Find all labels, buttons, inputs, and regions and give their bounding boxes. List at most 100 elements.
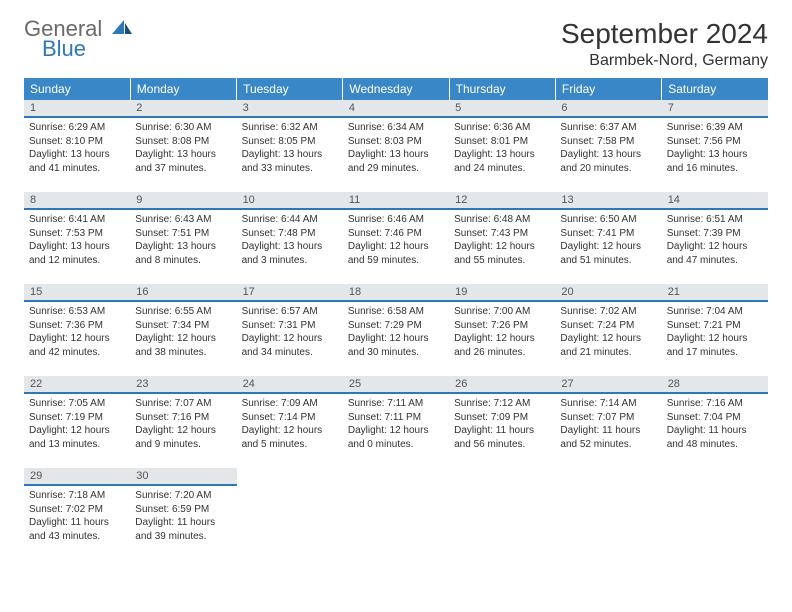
sunset-text: Sunset: 7:43 PM — [454, 227, 550, 241]
day-content: Sunrise: 6:58 AMSunset: 7:29 PMDaylight:… — [343, 302, 449, 361]
weekday-tuesday: Tuesday — [237, 78, 343, 100]
day-number: 22 — [24, 376, 130, 394]
daylight-text: Daylight: 12 hours and 51 minutes. — [560, 240, 656, 267]
sunset-text: Sunset: 7:24 PM — [560, 319, 656, 333]
sunrise-text: Sunrise: 7:04 AM — [667, 305, 763, 319]
location-label: Barmbek-Nord, Germany — [561, 52, 768, 70]
sunrise-text: Sunrise: 6:39 AM — [667, 121, 763, 135]
day-content: Sunrise: 6:29 AMSunset: 8:10 PMDaylight:… — [24, 118, 130, 177]
calendar-cell: 25Sunrise: 7:11 AMSunset: 7:11 PMDayligh… — [343, 376, 449, 468]
day-content: Sunrise: 7:14 AMSunset: 7:07 PMDaylight:… — [555, 394, 661, 453]
sunset-text: Sunset: 8:05 PM — [242, 135, 338, 149]
daylight-text: Daylight: 11 hours and 56 minutes. — [454, 424, 550, 451]
day-content: Sunrise: 6:57 AMSunset: 7:31 PMDaylight:… — [237, 302, 343, 361]
day-content: Sunrise: 6:41 AMSunset: 7:53 PMDaylight:… — [24, 210, 130, 269]
daylight-text: Daylight: 11 hours and 48 minutes. — [667, 424, 763, 451]
calendar-row: 1Sunrise: 6:29 AMSunset: 8:10 PMDaylight… — [24, 100, 768, 192]
sunset-text: Sunset: 8:08 PM — [135, 135, 231, 149]
daylight-text: Daylight: 12 hours and 21 minutes. — [560, 332, 656, 359]
sunrise-text: Sunrise: 6:57 AM — [242, 305, 338, 319]
weekday-sunday: Sunday — [24, 78, 130, 100]
daylight-text: Daylight: 11 hours and 39 minutes. — [135, 516, 231, 543]
day-number: 10 — [237, 192, 343, 210]
day-number: 23 — [130, 376, 236, 394]
day-number: 20 — [555, 284, 661, 302]
calendar-cell — [662, 468, 768, 560]
daylight-text: Daylight: 13 hours and 41 minutes. — [29, 148, 125, 175]
daylight-text: Daylight: 12 hours and 13 minutes. — [29, 424, 125, 451]
sunset-text: Sunset: 7:39 PM — [667, 227, 763, 241]
sunset-text: Sunset: 7:02 PM — [29, 503, 125, 517]
calendar-cell: 4Sunrise: 6:34 AMSunset: 8:03 PMDaylight… — [343, 100, 449, 192]
sunset-text: Sunset: 7:21 PM — [667, 319, 763, 333]
calendar-cell: 2Sunrise: 6:30 AMSunset: 8:08 PMDaylight… — [130, 100, 236, 192]
calendar-cell: 30Sunrise: 7:20 AMSunset: 6:59 PMDayligh… — [130, 468, 236, 560]
daylight-text: Daylight: 13 hours and 12 minutes. — [29, 240, 125, 267]
calendar-cell: 17Sunrise: 6:57 AMSunset: 7:31 PMDayligh… — [237, 284, 343, 376]
sunset-text: Sunset: 8:10 PM — [29, 135, 125, 149]
day-content: Sunrise: 7:18 AMSunset: 7:02 PMDaylight:… — [24, 486, 130, 545]
day-number: 24 — [237, 376, 343, 394]
sunrise-text: Sunrise: 6:29 AM — [29, 121, 125, 135]
day-number: 25 — [343, 376, 449, 394]
sunset-text: Sunset: 7:04 PM — [667, 411, 763, 425]
calendar-cell: 26Sunrise: 7:12 AMSunset: 7:09 PMDayligh… — [449, 376, 555, 468]
day-content: Sunrise: 6:53 AMSunset: 7:36 PMDaylight:… — [24, 302, 130, 361]
calendar-cell: 14Sunrise: 6:51 AMSunset: 7:39 PMDayligh… — [662, 192, 768, 284]
calendar-cell: 11Sunrise: 6:46 AMSunset: 7:46 PMDayligh… — [343, 192, 449, 284]
day-content: Sunrise: 6:32 AMSunset: 8:05 PMDaylight:… — [237, 118, 343, 177]
calendar-cell: 1Sunrise: 6:29 AMSunset: 8:10 PMDaylight… — [24, 100, 130, 192]
day-number: 13 — [555, 192, 661, 210]
day-number: 1 — [24, 100, 130, 118]
day-number: 5 — [449, 100, 555, 118]
sunset-text: Sunset: 7:31 PM — [242, 319, 338, 333]
sunset-text: Sunset: 7:16 PM — [135, 411, 231, 425]
sunset-text: Sunset: 7:36 PM — [29, 319, 125, 333]
logo: General Blue — [24, 18, 134, 60]
sunrise-text: Sunrise: 7:16 AM — [667, 397, 763, 411]
daylight-text: Daylight: 11 hours and 52 minutes. — [560, 424, 656, 451]
day-number: 9 — [130, 192, 236, 210]
sunset-text: Sunset: 7:41 PM — [560, 227, 656, 241]
day-number: 28 — [662, 376, 768, 394]
weekday-thursday: Thursday — [449, 78, 555, 100]
calendar-cell — [237, 468, 343, 560]
sunrise-text: Sunrise: 6:37 AM — [560, 121, 656, 135]
daylight-text: Daylight: 12 hours and 38 minutes. — [135, 332, 231, 359]
calendar-cell: 23Sunrise: 7:07 AMSunset: 7:16 PMDayligh… — [130, 376, 236, 468]
day-number: 30 — [130, 468, 236, 486]
day-content: Sunrise: 7:00 AMSunset: 7:26 PMDaylight:… — [449, 302, 555, 361]
day-content: Sunrise: 6:30 AMSunset: 8:08 PMDaylight:… — [130, 118, 236, 177]
day-number: 11 — [343, 192, 449, 210]
day-number: 12 — [449, 192, 555, 210]
calendar-cell: 24Sunrise: 7:09 AMSunset: 7:14 PMDayligh… — [237, 376, 343, 468]
sunset-text: Sunset: 7:58 PM — [560, 135, 656, 149]
calendar-cell: 12Sunrise: 6:48 AMSunset: 7:43 PMDayligh… — [449, 192, 555, 284]
weekday-saturday: Saturday — [662, 78, 768, 100]
sunrise-text: Sunrise: 6:51 AM — [667, 213, 763, 227]
day-number: 3 — [237, 100, 343, 118]
day-content: Sunrise: 6:55 AMSunset: 7:34 PMDaylight:… — [130, 302, 236, 361]
daylight-text: Daylight: 13 hours and 33 minutes. — [242, 148, 338, 175]
calendar-body: 1Sunrise: 6:29 AMSunset: 8:10 PMDaylight… — [24, 100, 768, 560]
page-header: General Blue September 2024 Barmbek-Nord… — [24, 18, 768, 70]
sunrise-text: Sunrise: 6:36 AM — [454, 121, 550, 135]
sunset-text: Sunset: 8:03 PM — [348, 135, 444, 149]
daylight-text: Daylight: 12 hours and 30 minutes. — [348, 332, 444, 359]
day-number: 7 — [662, 100, 768, 118]
day-content: Sunrise: 6:51 AMSunset: 7:39 PMDaylight:… — [662, 210, 768, 269]
sunrise-text: Sunrise: 6:34 AM — [348, 121, 444, 135]
calendar-cell: 9Sunrise: 6:43 AMSunset: 7:51 PMDaylight… — [130, 192, 236, 284]
day-number: 19 — [449, 284, 555, 302]
sunrise-text: Sunrise: 7:18 AM — [29, 489, 125, 503]
day-content: Sunrise: 6:37 AMSunset: 7:58 PMDaylight:… — [555, 118, 661, 177]
day-content: Sunrise: 7:09 AMSunset: 7:14 PMDaylight:… — [237, 394, 343, 453]
month-title: September 2024 — [561, 18, 768, 50]
day-content: Sunrise: 6:50 AMSunset: 7:41 PMDaylight:… — [555, 210, 661, 269]
day-number: 18 — [343, 284, 449, 302]
weekday-monday: Monday — [130, 78, 236, 100]
calendar-row: 8Sunrise: 6:41 AMSunset: 7:53 PMDaylight… — [24, 192, 768, 284]
day-number: 6 — [555, 100, 661, 118]
calendar-row: 15Sunrise: 6:53 AMSunset: 7:36 PMDayligh… — [24, 284, 768, 376]
sunrise-text: Sunrise: 7:07 AM — [135, 397, 231, 411]
